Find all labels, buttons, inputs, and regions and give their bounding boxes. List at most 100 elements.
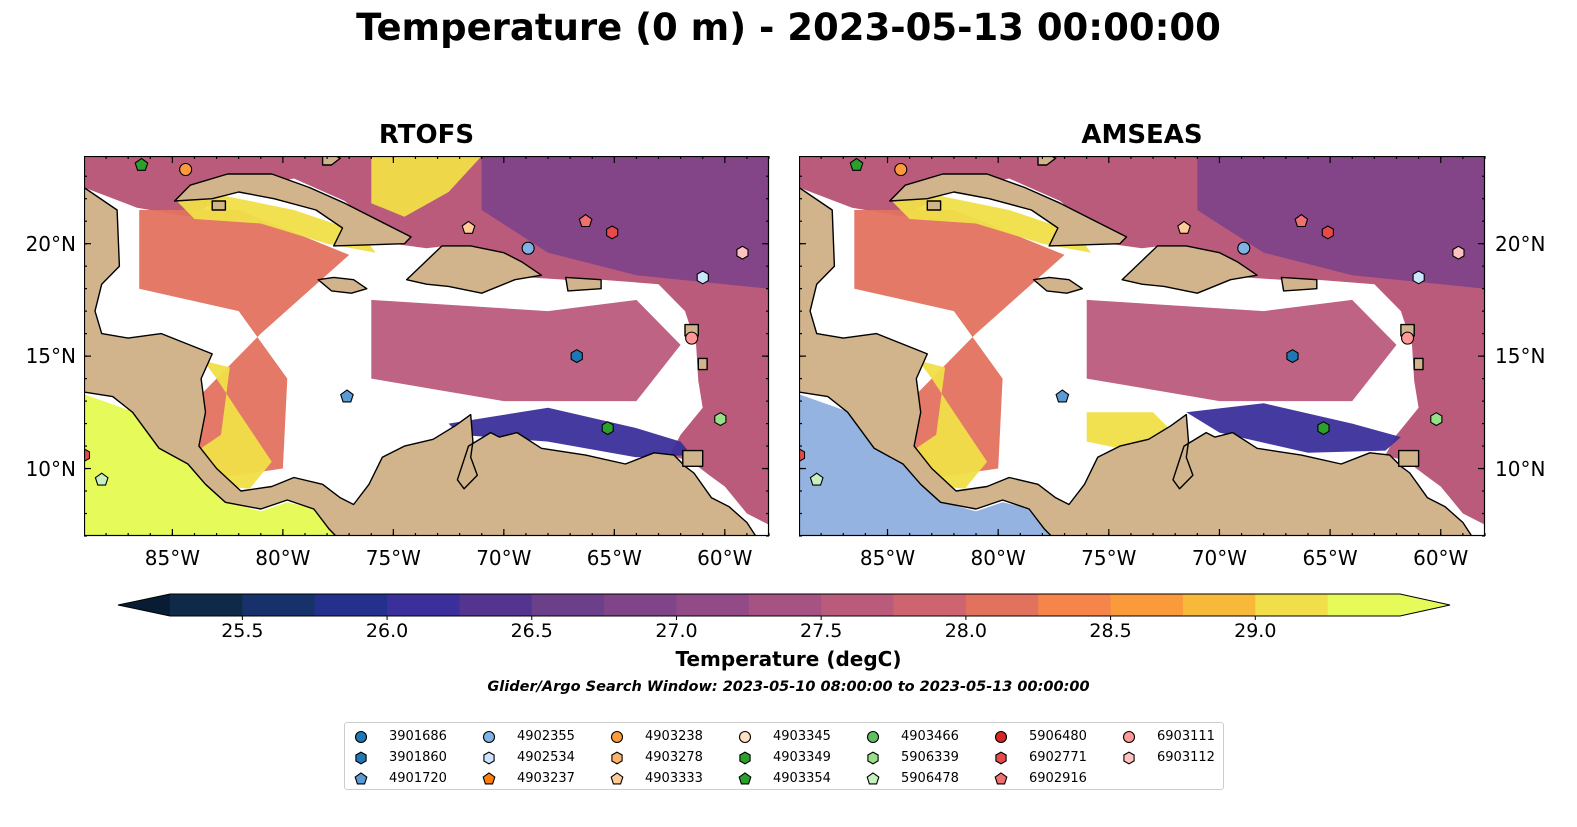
land-martinique <box>1413 357 1424 371</box>
float-marker-5906339 <box>714 412 727 427</box>
y-tick-label: 15°N <box>1495 344 1546 369</box>
colorbar-swatch <box>821 594 895 616</box>
legend-glyph <box>611 751 623 765</box>
float-marker-6902771 <box>606 225 619 240</box>
colorbar-swatch <box>1038 594 1112 616</box>
legend-label: 5906478 <box>901 771 959 786</box>
legend-marker-6902771 <box>995 751 1007 765</box>
colorbar-swatch <box>893 594 967 616</box>
colorbar-tick-label: 28.5 <box>1089 620 1132 642</box>
legend-marker-4903237 <box>482 772 496 785</box>
figure-title: Temperature (0 m) - 2023-05-13 00:00:00 <box>356 6 1221 49</box>
float-marker-4903238 <box>894 162 908 177</box>
legend-glyph <box>994 730 1008 744</box>
legend-glyph <box>354 730 368 744</box>
land-trinidad <box>1398 449 1420 467</box>
float-marker-4903333 <box>461 220 476 234</box>
colorbar-tick-label: 26.0 <box>365 620 409 642</box>
legend-glyph <box>610 772 624 785</box>
colorbar-swatch <box>1110 594 1184 616</box>
y-tick-label: 15°N <box>25 344 76 369</box>
float-marker-6902916 <box>1294 213 1309 228</box>
x-tick-label: 85°W <box>144 546 200 570</box>
temperature-zone <box>201 360 272 489</box>
legend-marker-5906339 <box>867 751 879 765</box>
legend-label: 6902771 <box>1029 750 1087 765</box>
legend-marker-4903354 <box>738 772 752 785</box>
legend-marker-4903238 <box>610 730 624 744</box>
temperature-zone <box>891 194 1092 253</box>
legend-label: 4902534 <box>517 750 575 765</box>
rtofs-map <box>84 156 770 537</box>
legend-label: 3901686 <box>389 729 447 744</box>
map-frame <box>84 156 770 537</box>
legend-marker-4903278 <box>611 751 623 765</box>
float-marker-6902771 <box>84 448 91 463</box>
colorbar-extend-high <box>1400 594 1450 616</box>
colorbar-swatch <box>314 594 388 616</box>
x-tick-label: 85°W <box>859 546 916 570</box>
float-marker-4903354 <box>134 157 149 171</box>
colorbar-swatch <box>170 594 243 616</box>
float-marker-3901860 <box>570 349 583 364</box>
x-tick-label: 80°W <box>255 546 311 570</box>
colorbar-swatch <box>1255 594 1329 616</box>
colorbar <box>117 593 1451 620</box>
colorbar-swatch <box>748 594 822 616</box>
legend-glyph <box>355 751 367 765</box>
land-cuba <box>173 173 412 247</box>
float-marker-4902355 <box>1237 241 1251 255</box>
legend: 3901686 3901860 4901720 4902355 4902534 49032… <box>344 722 1224 790</box>
land-jamaica <box>317 276 368 294</box>
float-marker-4903349 <box>601 421 614 436</box>
map-content <box>84 156 769 536</box>
land-isla-juventud <box>211 200 227 211</box>
land-jamaica <box>1032 276 1083 294</box>
temperature-zone <box>371 299 681 402</box>
colorbar-outline <box>117 593 1451 617</box>
float-marker-6902916 <box>578 213 593 228</box>
colorbar-swatch <box>676 594 750 616</box>
legend-marker-4903466 <box>866 730 880 744</box>
legend-marker-4903333 <box>610 772 624 785</box>
map-content <box>799 156 1485 536</box>
legend-label: 4903354 <box>773 771 831 786</box>
float-marker-5906478 <box>809 472 824 486</box>
legend-marker-3901860 <box>355 751 367 765</box>
colorbar-swatch <box>1327 594 1401 616</box>
legend-glyph <box>483 751 495 765</box>
legend-marker-4902355 <box>482 730 496 744</box>
legend-marker-4901720 <box>354 772 368 785</box>
amseas-map <box>799 156 1486 537</box>
legend-glyph <box>738 772 752 785</box>
land-puerto-rico <box>565 276 602 292</box>
colorbar-tick-label: 27.5 <box>800 620 843 642</box>
land-hispaniola <box>1121 245 1258 294</box>
x-tick-label: 60°W <box>1413 546 1469 570</box>
colorbar-swatch <box>459 594 533 616</box>
legend-glyph <box>482 730 496 744</box>
float-marker-4902534 <box>1412 270 1425 285</box>
x-tick-label: 70°W <box>476 546 532 570</box>
legend-label: 3901860 <box>389 750 447 765</box>
legend-label: 4903466 <box>901 729 959 744</box>
legend-marker-6902916 <box>994 772 1008 785</box>
legend-glyph <box>866 772 880 785</box>
colorbar-tick-label: 25.5 <box>221 620 264 642</box>
colorbar-tick-label: 29.0 <box>1234 620 1277 642</box>
y-tick-label: 10°N <box>25 456 76 481</box>
land-martinique <box>697 357 708 371</box>
float-marker-6903111 <box>1400 331 1415 345</box>
x-tick-label: 65°W <box>1302 546 1358 570</box>
temperature-zone <box>1086 299 1397 402</box>
colorbar-tick-label: 26.5 <box>510 620 553 642</box>
colorbar-swatch <box>387 594 461 616</box>
land-puerto-rico <box>1280 276 1318 292</box>
float-marker-6902771 <box>799 448 806 463</box>
legend-label: 4903333 <box>645 771 703 786</box>
legend-marker-4903345 <box>738 730 752 744</box>
legend-glyph <box>739 751 751 765</box>
legend-marker-4903349 <box>739 751 751 765</box>
colorbar-swatch <box>965 594 1039 616</box>
land-isla-juventud <box>926 200 942 211</box>
